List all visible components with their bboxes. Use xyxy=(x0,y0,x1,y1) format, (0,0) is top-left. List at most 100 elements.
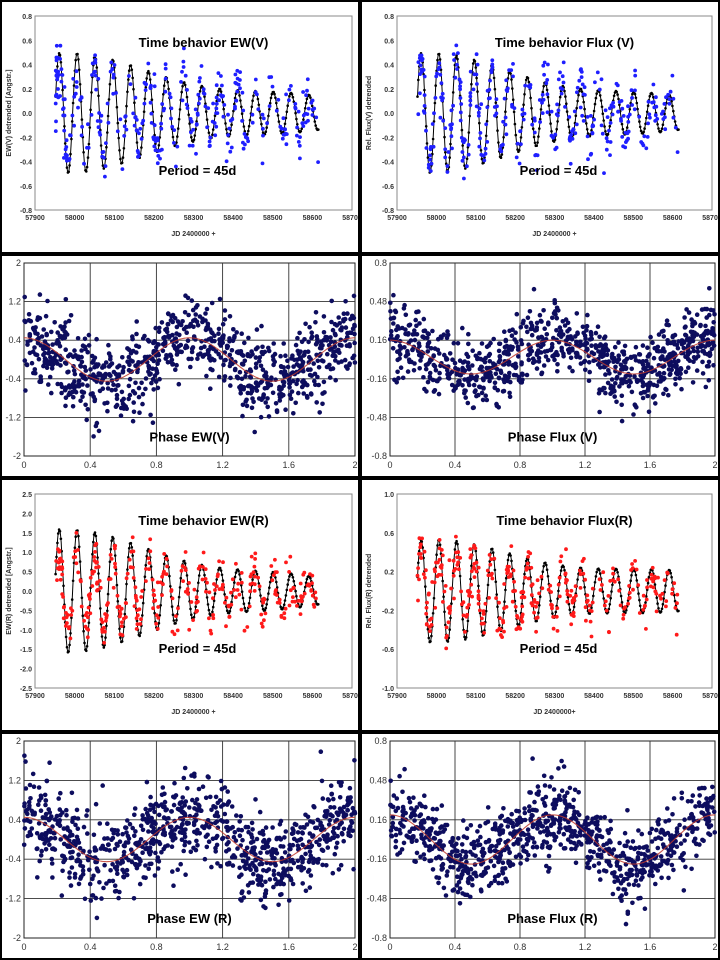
model-point xyxy=(133,579,136,582)
data-point xyxy=(108,868,113,873)
data-point xyxy=(649,572,654,577)
data-point xyxy=(153,325,158,331)
data-point xyxy=(350,828,355,833)
data-point xyxy=(461,155,466,160)
data-point xyxy=(193,312,198,317)
model-point xyxy=(127,78,130,81)
model-point xyxy=(113,554,117,557)
data-point xyxy=(110,67,115,72)
model-point xyxy=(162,93,165,96)
model-point xyxy=(486,583,490,587)
model-point xyxy=(542,84,545,88)
data-point xyxy=(216,331,221,336)
data-point xyxy=(433,605,438,610)
model-point xyxy=(192,138,196,142)
data-point xyxy=(532,359,538,364)
data-point xyxy=(532,598,537,602)
data-point xyxy=(212,333,217,338)
data-point xyxy=(128,565,133,570)
data-point xyxy=(621,612,626,617)
data-point xyxy=(214,83,219,88)
model-point xyxy=(590,606,593,610)
x-tick-label: 0.8 xyxy=(150,460,163,470)
data-point xyxy=(492,105,497,109)
data-point xyxy=(149,380,154,386)
data-point xyxy=(82,375,87,381)
model-point xyxy=(424,125,428,128)
data-point xyxy=(482,158,487,163)
data-point xyxy=(428,153,432,158)
data-point xyxy=(670,363,675,369)
data-point xyxy=(163,62,168,67)
data-point xyxy=(432,567,437,572)
data-point xyxy=(158,580,163,585)
x-tick-label: 2 xyxy=(352,460,357,470)
data-point xyxy=(437,557,442,562)
x-tick-label: 58300 xyxy=(545,215,565,222)
model-point xyxy=(141,614,144,617)
data-point xyxy=(284,132,289,137)
model-point xyxy=(77,545,81,549)
data-point xyxy=(222,811,228,817)
data-point xyxy=(472,562,477,566)
model-point xyxy=(480,157,484,161)
data-point xyxy=(678,366,684,371)
x-tick-label: 1.2 xyxy=(216,942,229,952)
data-point xyxy=(417,321,422,326)
data-point xyxy=(502,373,508,379)
data-point xyxy=(202,856,208,862)
model-point xyxy=(420,540,424,543)
data-point xyxy=(87,867,92,873)
data-point xyxy=(187,627,192,632)
x-tick-label: 58700 xyxy=(702,693,718,700)
data-point xyxy=(94,336,99,342)
data-point xyxy=(67,385,73,390)
model-point xyxy=(295,594,298,598)
model-point xyxy=(248,118,252,122)
data-point xyxy=(391,321,396,326)
model-point xyxy=(154,142,157,146)
data-point xyxy=(75,336,81,341)
data-point xyxy=(403,327,408,332)
data-point xyxy=(606,594,611,598)
data-point xyxy=(445,634,449,638)
model-point xyxy=(243,606,247,610)
data-point xyxy=(537,591,541,596)
data-point xyxy=(700,359,705,365)
data-point xyxy=(443,147,448,152)
model-point xyxy=(70,120,74,123)
data-point xyxy=(458,80,463,84)
model-point xyxy=(197,581,200,585)
data-point xyxy=(480,397,486,403)
data-point xyxy=(134,616,139,621)
data-point xyxy=(552,357,557,363)
model-point xyxy=(475,76,478,80)
data-point xyxy=(52,320,57,325)
data-point xyxy=(221,114,226,119)
data-point xyxy=(400,375,406,381)
x-tick-label: 0.8 xyxy=(514,460,527,470)
data-point xyxy=(471,87,476,92)
model-point xyxy=(567,125,571,129)
data-point xyxy=(313,590,318,595)
model-point xyxy=(198,89,202,93)
data-point xyxy=(615,358,620,363)
data-point xyxy=(313,320,318,325)
data-point xyxy=(640,383,646,389)
data-point xyxy=(204,844,210,850)
x-tick-label: 58200 xyxy=(505,215,525,222)
data-point xyxy=(645,345,650,350)
x-tick-label: 58400 xyxy=(584,215,604,222)
model-point xyxy=(240,590,244,593)
data-point xyxy=(104,615,109,620)
data-point xyxy=(224,849,229,854)
data-point xyxy=(94,541,99,546)
data-point xyxy=(246,890,252,895)
data-point xyxy=(106,120,111,125)
data-point xyxy=(101,885,106,891)
data-point xyxy=(412,361,417,366)
data-point xyxy=(642,604,647,609)
data-point xyxy=(148,794,153,800)
x-tick-label: 57900 xyxy=(25,693,45,700)
x-tick-label: 58600 xyxy=(303,693,323,700)
